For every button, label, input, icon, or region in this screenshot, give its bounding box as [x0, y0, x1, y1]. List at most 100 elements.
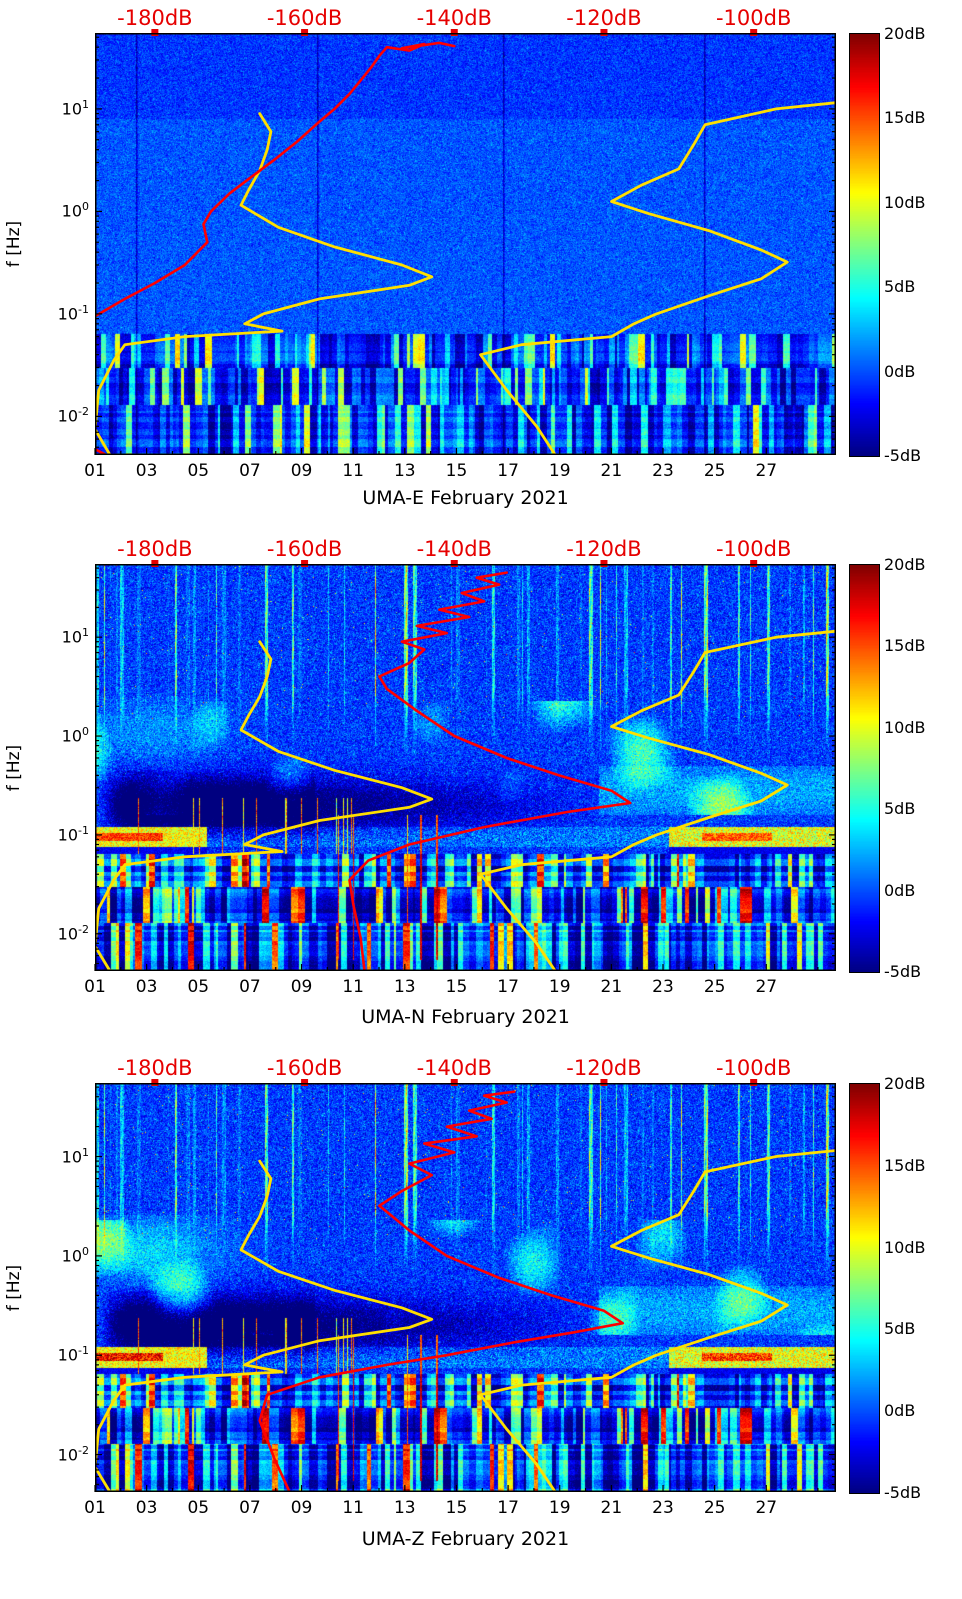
x-tick-label: 03 [135, 461, 158, 481]
x-tick-label: 07 [239, 461, 261, 481]
x-tick-label: 21 [600, 977, 623, 997]
top-db-label: -120dB [566, 1056, 642, 1080]
colorbar-tick-label: 15dB [884, 636, 926, 656]
x-tick-label: 13 [393, 977, 416, 997]
top-db-label: -100dB [715, 1056, 792, 1080]
x-tick-label: 03 [135, 1498, 158, 1518]
spectrogram-heatmap-canvas [95, 1083, 836, 1492]
colorbar-tick-label: 5dB [884, 799, 916, 819]
x-tick-label: 27 [755, 461, 778, 481]
top-db-label: -140dB [416, 537, 492, 561]
y-tick-label: 10-2 [57, 922, 89, 944]
colorbar-tick-label: 0dB [884, 880, 916, 900]
top-db-label: -160dB [266, 537, 343, 561]
axes-and-curves-overlay [94, 29, 836, 455]
y-tick-label: 100 [61, 200, 89, 221]
colorbar-tick-label: -5dB [884, 446, 922, 465]
y-tick-label: 100 [61, 725, 89, 746]
colorbar-tick-label: 20dB [884, 1074, 926, 1093]
x-tick-label: 05 [187, 1498, 210, 1518]
top-db-label: -160dB [266, 1056, 343, 1080]
x-tick-label: 07 [239, 1498, 261, 1518]
x-tick-label: 19 [548, 1498, 571, 1518]
colorbar-tick-label: 15dB [884, 1155, 926, 1175]
colorbar-tick-label: 20dB [884, 555, 926, 574]
y-axis-label: f [Hz] [4, 1264, 24, 1311]
y-tick-label: 10-1 [57, 302, 89, 324]
top-db-label: -140dB [416, 6, 492, 30]
top-db-label: -120dB [566, 537, 642, 561]
plot-area [94, 29, 836, 455]
y-tick-label: 101 [61, 626, 89, 647]
top-db-label: -160dB [266, 6, 343, 30]
colorbar-tick-label: 20dB [884, 24, 926, 43]
axes-and-curves-overlay [94, 560, 836, 971]
x-tick-label: 11 [342, 1498, 364, 1518]
x-tick-label: 09 [290, 977, 313, 997]
top-db-label: -100dB [715, 6, 792, 30]
colorbar-canvas [849, 564, 880, 973]
y-tick-label: 101 [61, 1145, 89, 1166]
x-tick-label: 09 [290, 1498, 313, 1518]
x-tick-label: 01 [84, 461, 106, 481]
x-tick-label: 13 [393, 1498, 416, 1518]
x-tick-label: 13 [393, 461, 416, 481]
x-tick-label: 17 [497, 461, 519, 481]
x-tick-label: 25 [703, 1498, 726, 1518]
x-tick-label: 23 [652, 461, 674, 481]
colorbar-tick-label: -5dB [884, 1483, 922, 1502]
x-tick-label: 15 [445, 461, 468, 481]
x-tick-label: 17 [497, 1498, 519, 1518]
x-tick-label: 05 [187, 461, 210, 481]
colorbar-tick-label: 10dB [884, 717, 926, 737]
top-db-label: -120dB [566, 6, 642, 30]
x-tick-label: 23 [652, 1498, 674, 1518]
colorbar-tick-label: 0dB [884, 361, 916, 381]
axes-and-curves-overlay [94, 1079, 836, 1492]
y-tick-label: 100 [61, 1244, 89, 1266]
colorbar-canvas [849, 33, 880, 457]
colorbar-canvas [849, 1083, 880, 1494]
x-tick-label: 11 [342, 977, 364, 997]
colorbar-tick-label: 0dB [884, 1401, 916, 1421]
x-tick-label: 25 [703, 977, 726, 997]
plot-area [94, 1079, 836, 1492]
x-tick-label: 19 [548, 461, 571, 481]
colorbar-tick-label: 5dB [884, 277, 916, 297]
x-tick-label: 15 [445, 977, 468, 997]
x-tick-label: 07 [239, 977, 261, 997]
x-tick-label: 09 [290, 461, 313, 481]
top-db-label: -140dB [416, 1056, 492, 1080]
y-tick-label: 10-1 [57, 1344, 89, 1365]
x-tick-label: 27 [755, 1498, 778, 1518]
plot-area [94, 560, 836, 971]
x-tick-label: 23 [652, 977, 674, 997]
colorbar-tick-label: 10dB [884, 192, 926, 212]
top-db-label: -180dB [117, 6, 193, 30]
colorbar-tick-label: -5dB [884, 962, 922, 981]
x-tick-label: 01 [84, 1498, 106, 1518]
colorbar-tick-label: 10dB [884, 1237, 926, 1257]
x-tick-label: 27 [755, 977, 778, 997]
spectrogram-heatmap-canvas [95, 564, 836, 971]
y-tick-label: 10-2 [57, 405, 89, 426]
y-tick-label: 10-1 [57, 823, 89, 845]
spectrogram-heatmap-canvas [95, 33, 836, 455]
y-tick-label: 101 [61, 97, 89, 119]
colorbar-tick-label: 5dB [884, 1319, 916, 1339]
x-tick-label: 25 [703, 461, 726, 481]
top-db-label: -180dB [117, 537, 193, 561]
top-db-label: -180dB [117, 1056, 193, 1080]
x-tick-label: 03 [135, 977, 158, 997]
x-tick-label: 21 [600, 461, 623, 481]
panel-title: UMA-N February 2021 [361, 1006, 570, 1028]
x-tick-label: 11 [342, 461, 364, 481]
x-tick-label: 01 [84, 977, 106, 997]
x-tick-label: 21 [600, 1498, 623, 1518]
x-tick-label: 17 [497, 977, 519, 997]
y-tick-label: 10-2 [57, 1443, 89, 1464]
